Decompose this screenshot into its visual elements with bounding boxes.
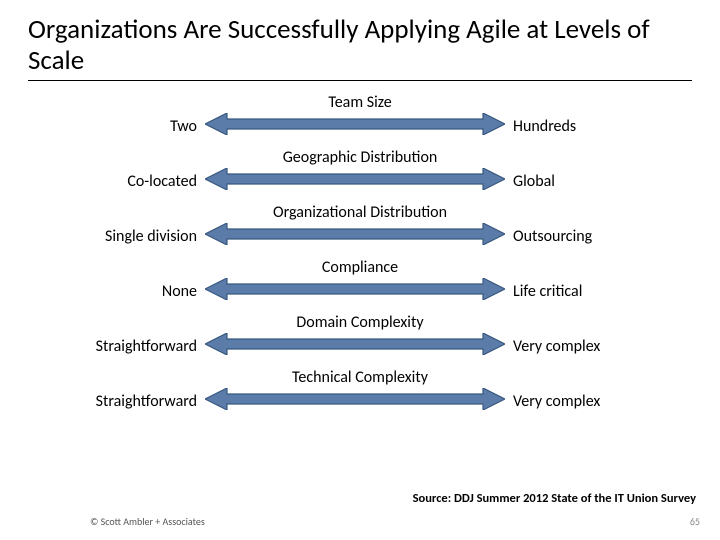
page-number: 65 xyxy=(690,515,700,528)
dimension-left-label: Two xyxy=(55,117,205,136)
dimension-arrow-line: Straightforward Very complex xyxy=(34,388,686,415)
dimension-arrow-line: Straightforward Very complex xyxy=(34,333,686,360)
dimension-left-label: Straightforward xyxy=(55,337,205,356)
footer-copyright: © Scott Ambler + Associates xyxy=(90,515,205,528)
dimension-arrow-line: None Life critical xyxy=(34,278,686,305)
dimension-row: Technical Complexity Straightforward Very … xyxy=(34,368,686,415)
dimension-row: Team Size Two Hundreds xyxy=(34,93,686,140)
dimension-label: Organizational Distribution xyxy=(34,203,686,222)
dimension-right-label: Hundreds xyxy=(505,117,665,136)
double-arrow-icon xyxy=(205,278,505,300)
slide-title: Organizations Are Successfully Applying … xyxy=(28,14,692,81)
arrow-container xyxy=(205,223,505,250)
dimension-left-label: Co-located xyxy=(55,172,205,191)
arrow-container xyxy=(205,333,505,360)
dimension-right-label: Very complex xyxy=(505,337,665,356)
dimension-right-label: Life critical xyxy=(505,282,665,301)
dimension-right-label: Global xyxy=(505,172,665,191)
dimension-row: Organizational DistributionSingle divisi… xyxy=(34,203,686,250)
dimension-label: Technical Complexity xyxy=(34,368,686,387)
dimension-label: Geographic Distribution xyxy=(34,148,686,167)
double-arrow-icon xyxy=(205,388,505,410)
dimension-left-label: None xyxy=(55,282,205,301)
slide: Organizations Are Successfully Applying … xyxy=(0,0,720,540)
dimension-rows: Team Size Two Hundreds Geographic Distribut… xyxy=(28,93,692,415)
arrow-container xyxy=(205,168,505,195)
dimension-arrow-line: Co-located Global xyxy=(34,168,686,195)
double-arrow-icon xyxy=(205,223,505,245)
dimension-label: Domain Complexity xyxy=(34,313,686,332)
arrow-container xyxy=(205,278,505,305)
dimension-label: Team Size xyxy=(34,93,686,112)
dimension-row: Geographic Distribution Co-located Global xyxy=(34,148,686,195)
double-arrow-icon xyxy=(205,333,505,355)
dimension-right-label: Outsourcing xyxy=(505,227,665,246)
dimension-arrow-line: Two Hundreds xyxy=(34,113,686,140)
dimension-left-label: Single division xyxy=(55,227,205,246)
dimension-row: Compliance None Life critical xyxy=(34,258,686,305)
double-arrow-icon xyxy=(205,168,505,190)
dimension-arrow-line: Single division Outsourcing xyxy=(34,223,686,250)
dimension-label: Compliance xyxy=(34,258,686,277)
source-citation: Source: DDJ Summer 2012 State of the IT … xyxy=(413,491,696,506)
arrow-container xyxy=(205,388,505,415)
double-arrow-icon xyxy=(205,113,505,135)
dimension-right-label: Very complex xyxy=(505,392,665,411)
arrow-container xyxy=(205,113,505,140)
dimension-row: Domain Complexity Straightforward Very com… xyxy=(34,313,686,360)
dimension-left-label: Straightforward xyxy=(55,392,205,411)
